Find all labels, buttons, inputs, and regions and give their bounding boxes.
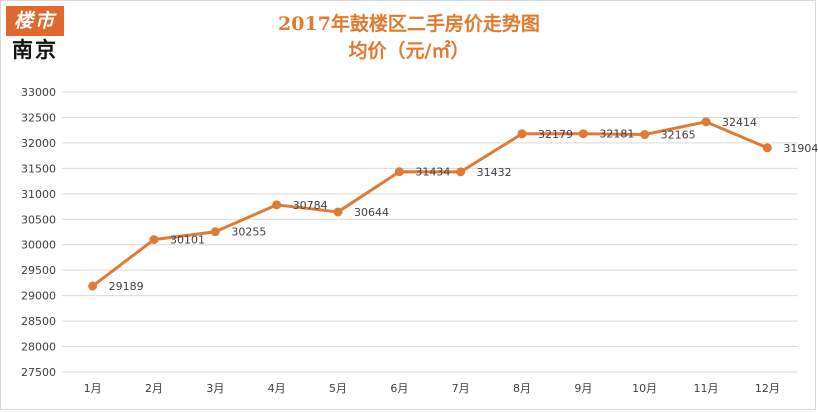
y-tick-label: 32000	[21, 137, 56, 150]
x-tick-label: 11月	[694, 382, 719, 395]
data-point	[272, 200, 282, 210]
x-tick-label: 2月	[145, 382, 163, 395]
data-point	[517, 129, 527, 139]
x-tick-label: 10月	[632, 382, 657, 395]
data-point	[701, 117, 711, 127]
x-tick-label: 1月	[84, 382, 102, 395]
x-tick-label: 4月	[268, 382, 286, 395]
y-tick-label: 32500	[21, 111, 56, 124]
series-line	[91, 120, 768, 288]
data-label: 32165	[661, 129, 696, 142]
x-tick-label: 9月	[574, 382, 592, 395]
data-label: 32181	[599, 128, 634, 141]
x-tick-label: 7月	[452, 382, 470, 395]
y-tick-label: 30500	[21, 213, 56, 226]
x-tick-label: 6月	[390, 382, 408, 395]
logo-bottom-text: 南京	[12, 37, 58, 62]
y-tick-label: 30000	[21, 239, 56, 252]
data-point	[333, 207, 343, 217]
data-label: 31434	[415, 166, 450, 179]
y-tick-label: 31000	[21, 188, 56, 201]
data-label: 30101	[170, 234, 205, 247]
data-label: 30255	[231, 226, 266, 239]
y-tick-label: 33000	[21, 86, 56, 99]
y-tick-label: 29000	[21, 290, 56, 303]
data-point	[762, 143, 772, 153]
data-point	[149, 235, 159, 245]
data-label: 32414	[722, 116, 757, 129]
y-tick-label: 28000	[21, 341, 56, 354]
data-label: 32179	[538, 128, 573, 141]
x-tick-label: 3月	[206, 382, 224, 395]
y-tick-label: 28500	[21, 315, 56, 328]
site-logo: 楼市 南京	[6, 6, 64, 64]
data-label: 31432	[477, 166, 512, 179]
y-tick-label: 31500	[21, 162, 56, 175]
data-point	[88, 281, 98, 291]
chart-title: 2017年鼓楼区二手房价走势图	[278, 13, 540, 35]
data-label: 30644	[354, 206, 389, 219]
data-label: 29189	[109, 280, 144, 293]
data-point	[640, 130, 650, 140]
y-tick-label: 29500	[21, 264, 56, 277]
y-tick-label: 27500	[21, 366, 56, 379]
data-point	[394, 167, 404, 177]
data-point	[456, 167, 466, 177]
x-tick-label: 12月	[755, 382, 780, 395]
data-point	[210, 227, 220, 237]
data-label: 30784	[293, 199, 328, 212]
data-label: 31904	[783, 142, 818, 155]
data-point	[578, 129, 588, 139]
logo-top-text: 楼市	[6, 6, 64, 36]
chart-subtitle: 均价（元/㎡）	[348, 40, 470, 62]
x-tick-label: 5月	[329, 382, 347, 395]
x-tick-label: 8月	[513, 382, 531, 395]
